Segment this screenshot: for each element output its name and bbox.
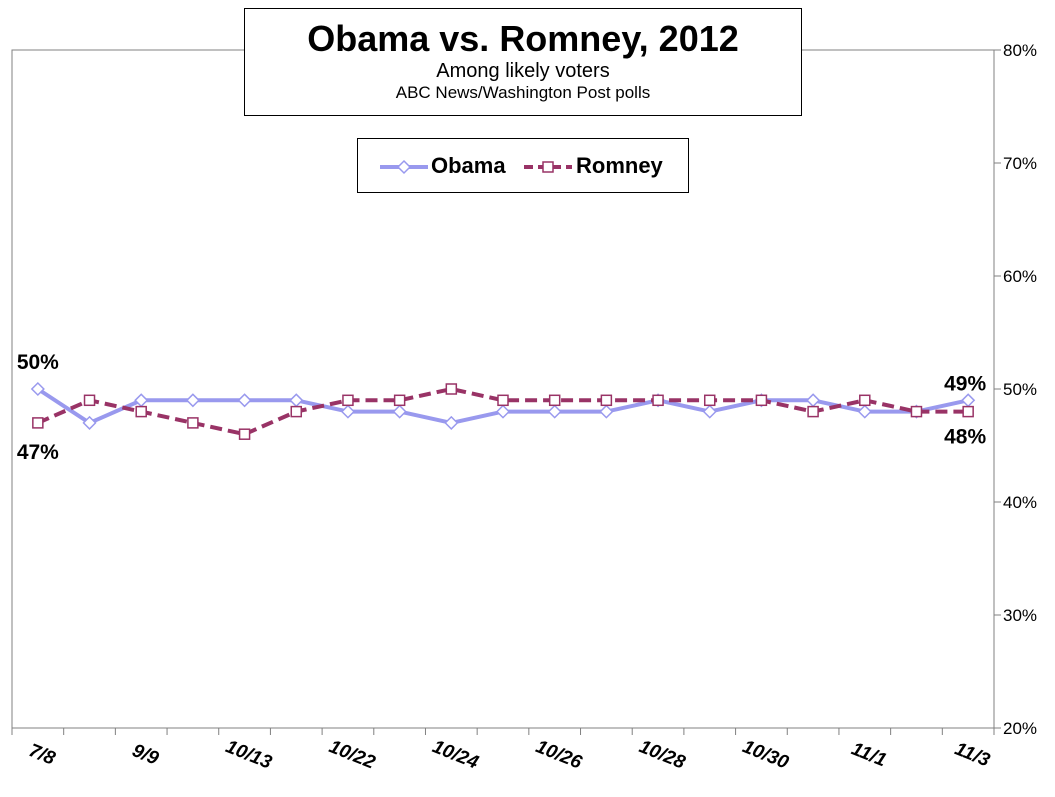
x-tick-label: 9/9 (129, 740, 162, 770)
x-tick-label: 10/28 (636, 736, 688, 773)
x-tick-label: 10/13 (223, 736, 275, 773)
data-point-obama (806, 393, 821, 408)
legend-romney-square-icon (542, 161, 554, 173)
data-point-romney (342, 394, 354, 407)
y-tick-label: 50% (1003, 380, 1037, 399)
data-label-romney: 48% (944, 426, 986, 449)
data-point-obama (30, 381, 45, 397)
legend: Obama Romney (357, 138, 689, 193)
data-point-obama (599, 404, 614, 419)
data-point-romney (187, 417, 199, 429)
data-point-romney (32, 417, 44, 429)
data-point-romney (83, 394, 96, 407)
data-point-romney (600, 394, 613, 407)
data-point-obama (961, 393, 976, 408)
data-point-obama (134, 393, 149, 408)
x-tick-label: 10/24 (429, 736, 481, 773)
data-label-romney: 47% (17, 441, 59, 464)
data-point-romney (497, 394, 509, 407)
data-point-romney (859, 394, 871, 407)
x-tick-label: 7/8 (26, 740, 59, 770)
data-point-romney (807, 405, 819, 418)
y-tick-label: 70% (1003, 154, 1037, 173)
data-label-obama: 49% (944, 372, 986, 395)
data-point-obama (547, 404, 562, 419)
data-point-obama (237, 393, 252, 408)
x-tick-label: 11/1 (848, 739, 889, 772)
chart-subtitle: Among likely voters (436, 60, 610, 82)
y-tick-label: 80% (1003, 41, 1037, 60)
data-point-romney (135, 405, 147, 418)
x-tick-label: 10/30 (740, 736, 792, 773)
x-tick-label: 11/3 (952, 739, 993, 772)
legend-label-romney: Romney (576, 153, 663, 178)
data-point-obama (185, 393, 200, 408)
y-tick-label: 40% (1003, 493, 1037, 512)
x-tick-label: 10/22 (326, 736, 378, 773)
data-point-romney (290, 405, 303, 418)
data-point-romney (755, 394, 768, 407)
data-point-obama (289, 393, 304, 408)
legend-label-obama: Obama (431, 153, 506, 178)
data-point-romney (238, 428, 251, 440)
data-point-obama (702, 404, 717, 419)
data-point-obama (340, 404, 356, 419)
chart-title: Obama vs. Romney, 2012 (307, 18, 739, 59)
data-point-romney (652, 394, 664, 407)
data-point-romney (548, 394, 561, 407)
chart-source: ABC News/Washington Post polls (395, 83, 651, 102)
chart-title-box: Obama vs. Romney, 2012 Among likely vote… (244, 8, 802, 116)
data-point-obama (392, 404, 407, 419)
legend-obama-diamond-icon (396, 159, 412, 175)
data-point-romney (393, 394, 406, 407)
data-point-romney (910, 405, 923, 418)
data-point-obama (857, 404, 872, 419)
y-tick-label: 60% (1003, 267, 1037, 286)
data-point-obama (82, 415, 97, 430)
data-point-romney (962, 405, 974, 418)
data-label-obama: 50% (17, 351, 59, 374)
data-point-obama (495, 404, 511, 419)
data-point-romney (445, 383, 458, 395)
x-tick-label: 10/26 (533, 736, 585, 773)
y-tick-label: 20% (1003, 719, 1037, 738)
data-point-obama (444, 415, 459, 430)
y-tick-label: 30% (1003, 606, 1037, 625)
legend-markers (380, 159, 572, 175)
data-point-romney (703, 394, 716, 407)
